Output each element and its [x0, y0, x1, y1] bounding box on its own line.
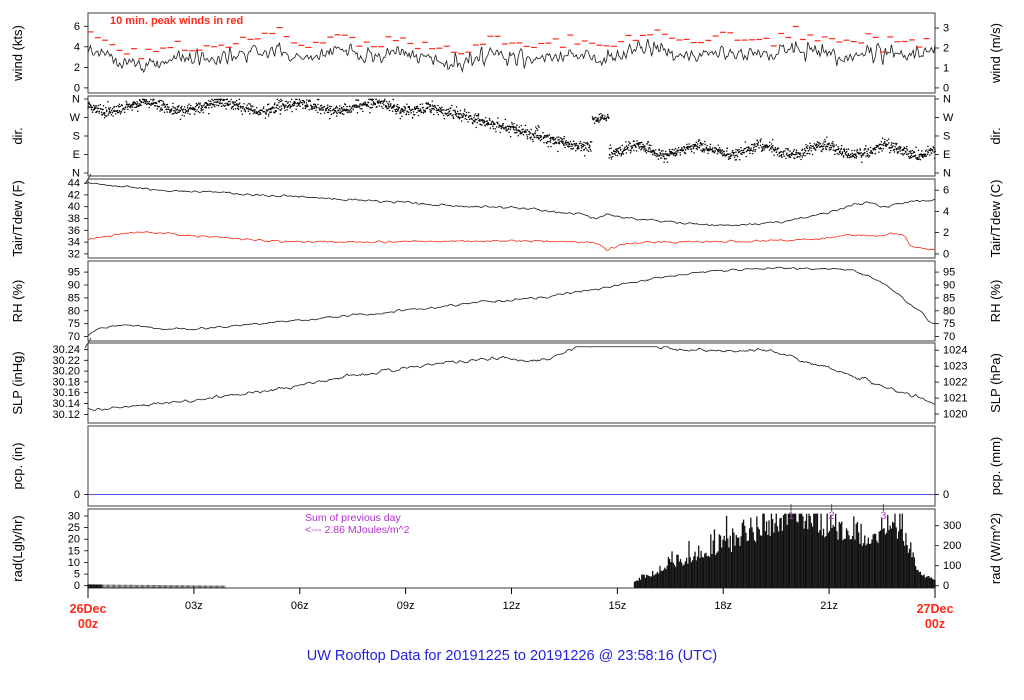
svg-text:RH (%): RH (%) [988, 280, 1003, 323]
svg-text:E: E [943, 149, 950, 161]
svg-text:SLP (hPa): SLP (hPa) [988, 353, 1003, 413]
svg-text:10: 10 [68, 557, 80, 569]
svg-text:1024: 1024 [943, 345, 967, 357]
svg-text:1023: 1023 [943, 361, 967, 373]
svg-text:30.24: 30.24 [52, 344, 80, 356]
svg-text:2: 2 [943, 43, 949, 55]
svg-text:42: 42 [68, 189, 80, 201]
svg-text:30.12: 30.12 [52, 409, 80, 421]
svg-text:75: 75 [68, 318, 80, 330]
svg-text:20: 20 [68, 534, 80, 546]
svg-text:SLP (inHg): SLP (inHg) [10, 351, 25, 414]
svg-text:W: W [943, 112, 954, 124]
svg-text:W: W [70, 112, 81, 124]
svg-text:30.18: 30.18 [52, 376, 80, 388]
svg-text:21z: 21z [820, 600, 838, 612]
svg-text:Tair/Tdew (C): Tair/Tdew (C) [988, 179, 1003, 257]
svg-text:10 min. peak winds in red: 10 min. peak winds in red [110, 15, 243, 27]
svg-text:06z: 06z [291, 600, 309, 612]
svg-text:30: 30 [68, 511, 80, 523]
svg-text:0: 0 [943, 248, 949, 260]
svg-text:1022: 1022 [943, 377, 967, 389]
svg-text:15: 15 [68, 545, 80, 557]
svg-text:N: N [72, 94, 80, 106]
svg-text:dir.: dir. [10, 127, 25, 144]
svg-text:30.14: 30.14 [52, 398, 80, 410]
svg-text:Tair/Tdew (F): Tair/Tdew (F) [10, 180, 25, 257]
svg-text:N: N [943, 94, 951, 106]
svg-text:2: 2 [829, 510, 835, 522]
svg-text:0: 0 [74, 580, 80, 592]
svg-text:1: 1 [788, 510, 794, 522]
svg-text:36: 36 [68, 225, 80, 237]
svg-text:100: 100 [943, 560, 961, 572]
svg-text:85: 85 [943, 292, 955, 304]
svg-text:90: 90 [943, 280, 955, 292]
svg-text:1021: 1021 [943, 393, 967, 405]
svg-text:RH (%): RH (%) [10, 280, 25, 323]
svg-text:70: 70 [68, 331, 80, 343]
svg-text:200: 200 [943, 540, 961, 552]
svg-text:00z: 00z [78, 617, 98, 631]
svg-text:2: 2 [74, 62, 80, 74]
svg-text:80: 80 [943, 305, 955, 317]
svg-text:1: 1 [943, 63, 949, 75]
svg-text:dir.: dir. [988, 127, 1003, 144]
svg-text:3: 3 [880, 510, 886, 522]
svg-text:<--- 2.86 MJoules/m^2: <--- 2.86 MJoules/m^2 [305, 524, 410, 536]
svg-text:Sum of previous day: Sum of previous day [305, 512, 401, 524]
svg-text:75: 75 [943, 318, 955, 330]
svg-text:00z: 00z [925, 617, 945, 631]
svg-text:70: 70 [943, 331, 955, 343]
svg-text:30.22: 30.22 [52, 355, 80, 367]
svg-text:UW Rooftop Data for 20191225: UW Rooftop Data for 20191225 to 20191226… [307, 648, 718, 664]
svg-text:0: 0 [943, 489, 949, 501]
svg-text:wind (kts): wind (kts) [10, 25, 25, 82]
svg-text:90: 90 [68, 280, 80, 292]
svg-text:rad(Lgly/hr): rad(Lgly/hr) [10, 515, 25, 581]
svg-text:4: 4 [74, 41, 80, 53]
svg-text:1020: 1020 [943, 409, 967, 421]
svg-text:rad (W/m^2): rad (W/m^2) [988, 513, 1003, 584]
svg-text:300: 300 [943, 520, 961, 532]
svg-text:40: 40 [68, 201, 80, 213]
svg-text:wind (m/s): wind (m/s) [988, 23, 1003, 84]
svg-text:5: 5 [74, 569, 80, 581]
svg-text:09z: 09z [397, 600, 415, 612]
svg-text:pcp. (mm): pcp. (mm) [988, 437, 1003, 496]
svg-text:S: S [943, 131, 950, 143]
svg-text:38: 38 [68, 213, 80, 225]
svg-text:S: S [73, 131, 80, 143]
svg-text:95: 95 [68, 267, 80, 279]
svg-text:27Dec: 27Dec [917, 602, 954, 616]
svg-text:44: 44 [68, 178, 80, 190]
svg-text:30.20: 30.20 [52, 366, 80, 378]
svg-text:26Dec: 26Dec [70, 602, 107, 616]
svg-text:85: 85 [68, 292, 80, 304]
svg-text:2: 2 [943, 227, 949, 239]
svg-text:30.16: 30.16 [52, 387, 80, 399]
svg-text:0: 0 [943, 580, 949, 592]
svg-text:0: 0 [74, 489, 80, 501]
svg-text:12z: 12z [503, 600, 521, 612]
svg-text:32: 32 [68, 248, 80, 260]
svg-text:N: N [943, 168, 951, 180]
svg-text:pcp. (in): pcp. (in) [10, 443, 25, 490]
svg-text:3: 3 [943, 23, 949, 35]
svg-text:34: 34 [68, 237, 80, 249]
svg-text:6: 6 [943, 185, 949, 197]
svg-text:4: 4 [943, 206, 949, 218]
svg-text:6: 6 [74, 21, 80, 33]
svg-text:15z: 15z [609, 600, 627, 612]
svg-text:80: 80 [68, 305, 80, 317]
svg-text:18z: 18z [714, 600, 732, 612]
svg-text:E: E [73, 149, 80, 161]
svg-text:25: 25 [68, 522, 80, 534]
svg-text:95: 95 [943, 267, 955, 279]
svg-text:03z: 03z [185, 600, 203, 612]
